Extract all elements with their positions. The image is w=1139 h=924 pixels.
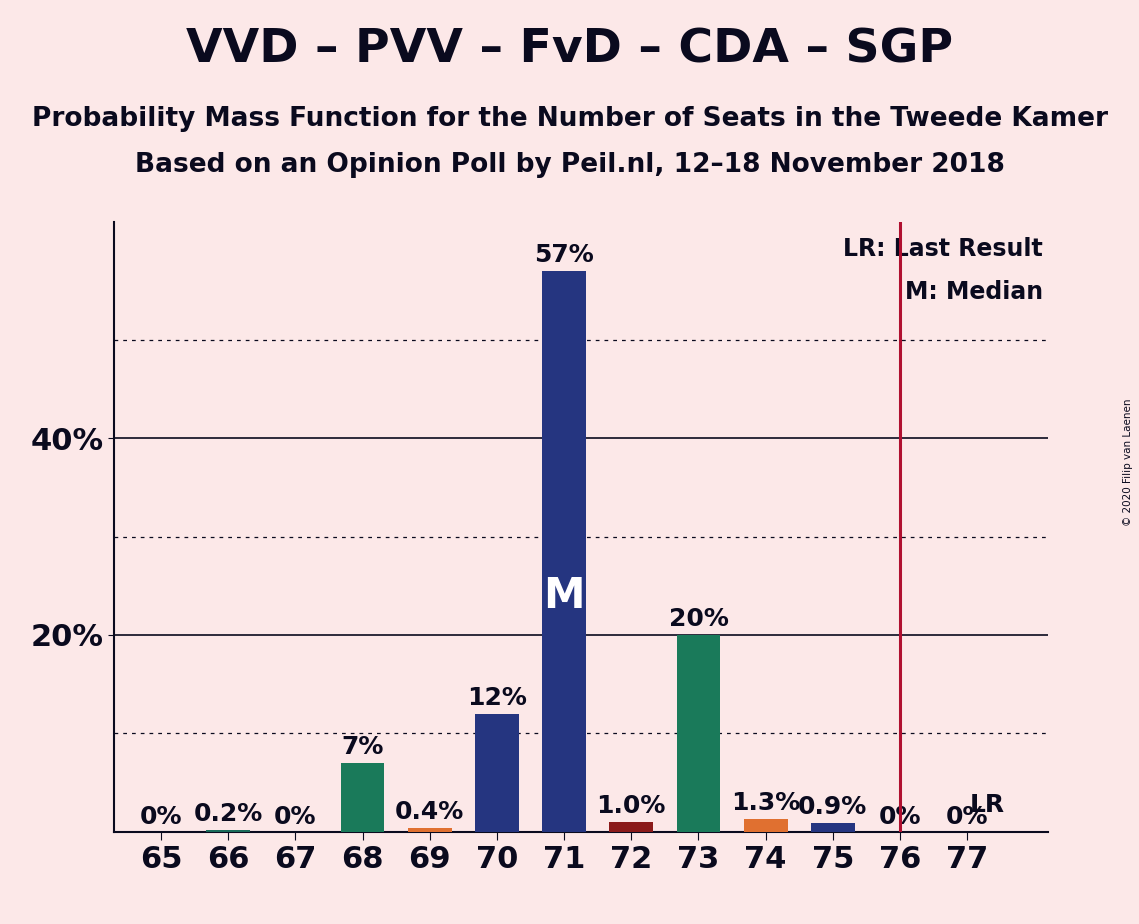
Bar: [408, 828, 451, 832]
Text: 0%: 0%: [274, 805, 317, 829]
Text: VVD – PVV – FvD – CDA – SGP: VVD – PVV – FvD – CDA – SGP: [186, 28, 953, 73]
Bar: [475, 713, 518, 832]
Bar: [542, 271, 585, 832]
Bar: [341, 762, 384, 832]
Bar: [677, 635, 720, 832]
Text: 20%: 20%: [669, 607, 729, 631]
Text: 0.4%: 0.4%: [395, 800, 465, 823]
Text: 7%: 7%: [342, 735, 384, 759]
Text: 0.2%: 0.2%: [194, 802, 263, 826]
Text: 12%: 12%: [467, 686, 527, 710]
Text: © 2020 Filip van Laenen: © 2020 Filip van Laenen: [1123, 398, 1133, 526]
Text: 0%: 0%: [140, 805, 182, 829]
Text: M: Median: M: Median: [906, 280, 1043, 304]
Text: 57%: 57%: [534, 243, 593, 267]
Text: M: M: [543, 575, 584, 617]
Text: 1.3%: 1.3%: [731, 791, 801, 815]
Text: 0%: 0%: [879, 805, 921, 829]
Text: 0.9%: 0.9%: [798, 795, 868, 819]
Bar: [744, 819, 787, 832]
Bar: [811, 822, 854, 832]
Text: 1.0%: 1.0%: [597, 794, 666, 818]
Bar: [206, 830, 249, 832]
Text: Probability Mass Function for the Number of Seats in the Tweede Kamer: Probability Mass Function for the Number…: [32, 106, 1107, 132]
Text: LR: LR: [969, 793, 1005, 817]
Text: LR: Last Result: LR: Last Result: [844, 237, 1043, 261]
Bar: [609, 821, 653, 832]
Text: 0%: 0%: [947, 805, 989, 829]
Text: Based on an Opinion Poll by Peil.nl, 12–18 November 2018: Based on an Opinion Poll by Peil.nl, 12–…: [134, 152, 1005, 178]
